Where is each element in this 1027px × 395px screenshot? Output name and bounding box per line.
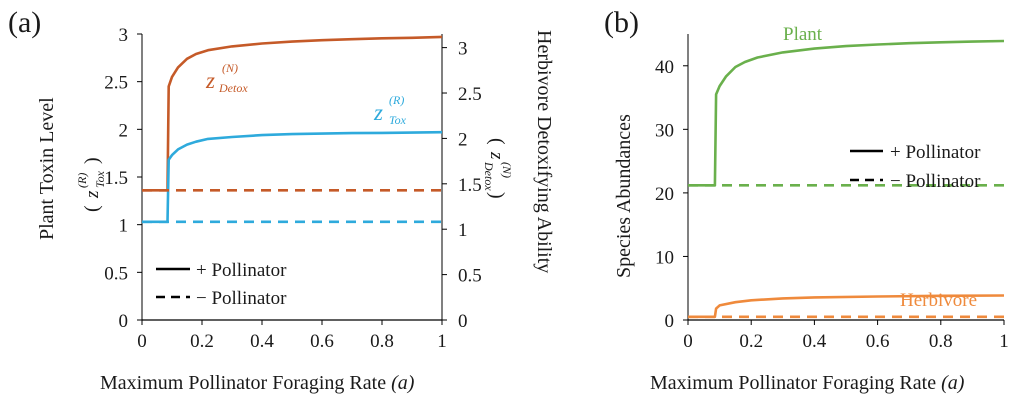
- panel-a-y-ticks-right: 0 0.5 1 1.5 2 2.5 3: [442, 39, 482, 332]
- panel-a-legend: + Pollinator − Pollinator: [156, 260, 287, 309]
- y-tick-label: 40: [655, 57, 674, 78]
- panel-a-ylabel-left: Plant Toxin Level: [36, 97, 58, 240]
- series-line-plant-solid: [688, 39, 1005, 187]
- symbol-sub: Tox: [93, 170, 107, 188]
- paren-open: (: [486, 138, 508, 145]
- y-right-tick-label: 2.5: [458, 84, 482, 105]
- panel-a-xlabel: Maximum Pollinator Foraging Rate (a): [100, 372, 415, 394]
- x-tick-label: 0: [137, 331, 147, 352]
- panel-b-x-ticks: 0 0.2 0.4 0.6 0.8 1: [683, 320, 1009, 352]
- annotation-tox: z (R) Tox: [373, 93, 407, 127]
- symbol-sup: (N): [500, 162, 514, 178]
- symbol-sub: Detox: [482, 161, 496, 191]
- y-tick-label: 2.5: [104, 73, 128, 94]
- x-tick-label: 0.6: [310, 331, 334, 352]
- series-line-tox-solid: [142, 130, 443, 224]
- panel-b-xlabel: Maximum Pollinator Foraging Rate (a): [650, 372, 965, 394]
- y-tick-label: 0.5: [104, 263, 128, 284]
- series-line-detox-solid: [142, 35, 443, 192]
- x-tick-label: 0.2: [739, 331, 763, 352]
- x-tick-label: 0.8: [370, 331, 394, 352]
- x-tick-label: 0.4: [250, 331, 274, 352]
- x-tick-label: 0.4: [803, 331, 827, 352]
- panel-a-y-ticks-left: 0 0.5 1 1.5 2 2.5 3: [104, 25, 142, 332]
- paren-close: ): [486, 192, 508, 199]
- x-tick-label: 0.2: [190, 331, 214, 352]
- x-tick-label: 0: [683, 331, 693, 352]
- y-right-tick-label: 0.5: [458, 266, 482, 287]
- y-tick-label: 1.5: [104, 168, 128, 189]
- y-tick-label: 3: [119, 25, 129, 46]
- series-label-herbivore: Herbivore: [900, 290, 977, 311]
- panel-b-label: (b): [604, 6, 639, 39]
- panel-b-xlabel-text: Maximum Pollinator Foraging Rate: [650, 372, 936, 394]
- series-label-plant: Plant: [783, 24, 823, 45]
- symbol-base: z: [82, 190, 103, 199]
- x-tick-label: 1: [999, 331, 1009, 352]
- series-line-herbivore-solid: [688, 294, 1005, 319]
- legend-with-pollinator: + Pollinator: [196, 260, 287, 281]
- y-right-tick-label: 1: [458, 220, 468, 241]
- legend-without-pollinator: − Pollinator: [890, 171, 981, 192]
- y-right-tick-label: 1.5: [458, 175, 482, 196]
- panel-a-ylabel-right-symbol: ( z (N) Detox ): [482, 138, 514, 199]
- y-tick-label: 2: [119, 120, 129, 141]
- y-tick-label: 20: [655, 184, 674, 205]
- annotation-tox-sup: (R): [389, 93, 404, 107]
- panel-a-series: [142, 35, 443, 224]
- panel-b-ylabel: Species Abundances: [613, 114, 635, 278]
- panel-b-legend: + Pollinator − Pollinator: [850, 142, 981, 192]
- y-tick-label: 0: [119, 311, 129, 332]
- panel-a-ylabel-right: Herbivore Detoxifying Ability: [533, 30, 555, 273]
- y-tick-label: 0: [665, 311, 675, 332]
- x-tick-label: 0.6: [866, 331, 890, 352]
- legend-without-pollinator: − Pollinator: [196, 288, 287, 309]
- y-right-tick-label: 0: [458, 311, 468, 332]
- annotation-detox: z (N) Detox: [205, 61, 248, 95]
- annotation-detox-sub: Detox: [218, 81, 248, 95]
- panel-b-y-ticks: 0 10 20 30 40: [655, 57, 688, 332]
- paren-close: ): [81, 157, 103, 164]
- y-tick-label: 1: [119, 216, 129, 237]
- panel-b-series: [688, 39, 1005, 319]
- panel-a-x-ticks: 0 0.2 0.4 0.6 0.8 1: [137, 320, 447, 352]
- panel-a-xlabel-var: (a): [391, 372, 415, 394]
- y-right-tick-label: 2: [458, 129, 468, 150]
- panel-a-ylabel-left-symbol: ( z (R) Tox ): [75, 157, 107, 212]
- y-right-tick-label: 3: [458, 39, 468, 60]
- paren-open: (: [81, 205, 103, 212]
- legend-with-pollinator: + Pollinator: [890, 142, 981, 163]
- panel-a: (a) Plant Toxin Level ( z (R) Tox ) Herb…: [8, 6, 555, 394]
- panel-a-xlabel-text: Maximum Pollinator Foraging Rate: [100, 372, 386, 394]
- y-tick-label: 10: [655, 247, 674, 268]
- x-tick-label: 1: [437, 331, 447, 352]
- symbol-sup: (R): [75, 173, 89, 188]
- symbol-base: z: [486, 151, 507, 160]
- y-tick-label: 30: [655, 120, 674, 141]
- panel-b-xlabel-var: (a): [941, 372, 965, 394]
- annotation-detox-sup: (N): [222, 61, 238, 75]
- x-tick-label: 0.8: [929, 331, 953, 352]
- panel-a-label: (a): [8, 6, 41, 39]
- annotation-tox-base: z: [373, 100, 383, 125]
- annotation-detox-base: z: [205, 68, 215, 93]
- panel-b: (b) Species Abundances 0 0.2 0.4 0.6 0.8 1 0 1…: [604, 6, 1009, 394]
- annotation-tox-sub: Tox: [389, 113, 407, 127]
